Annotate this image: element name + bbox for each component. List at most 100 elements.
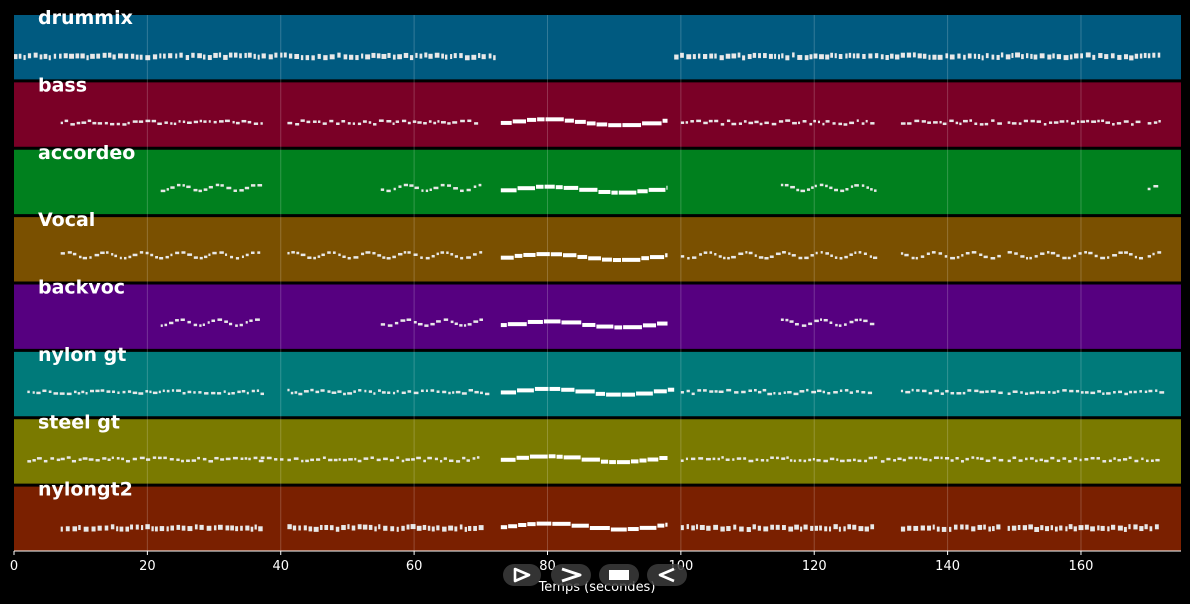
- note: [1030, 53, 1033, 59]
- note: [873, 256, 878, 260]
- note: [870, 524, 875, 530]
- note: [950, 391, 955, 395]
- note: [1107, 526, 1110, 532]
- note: [536, 521, 552, 526]
- note: [811, 390, 817, 394]
- note: [86, 55, 89, 61]
- note: [830, 254, 833, 257]
- note-segment: [287, 524, 484, 532]
- play-button[interactable]: [503, 564, 541, 586]
- note: [440, 183, 445, 187]
- note: [863, 252, 867, 256]
- note: [208, 185, 213, 189]
- forward-button[interactable]: [551, 564, 591, 586]
- note: [717, 457, 720, 461]
- note: [130, 53, 135, 59]
- note: [942, 122, 947, 126]
- note: [1090, 391, 1096, 395]
- note: [931, 251, 936, 254]
- note: [257, 184, 263, 187]
- note: [550, 252, 563, 257]
- note: [945, 53, 949, 59]
- note: [808, 458, 812, 462]
- note: [1078, 525, 1084, 531]
- note: [95, 459, 100, 462]
- note-segment: [160, 318, 260, 327]
- note: [864, 459, 868, 463]
- note: [208, 253, 211, 257]
- note: [907, 525, 912, 531]
- note-segment: [260, 456, 284, 461]
- note: [256, 389, 260, 392]
- back-button[interactable]: [647, 564, 687, 586]
- note: [65, 526, 70, 532]
- note: [421, 189, 424, 192]
- note: [428, 53, 433, 59]
- note: [166, 389, 170, 393]
- note: [960, 524, 964, 530]
- note-segment: [500, 454, 668, 465]
- note: [403, 183, 409, 187]
- note: [393, 187, 396, 191]
- note: [1090, 456, 1095, 460]
- note: [442, 390, 447, 394]
- note: [955, 457, 959, 460]
- note: [193, 391, 196, 394]
- note: [1036, 120, 1042, 123]
- note: [383, 525, 388, 531]
- note: [1011, 52, 1014, 58]
- track-lane: [14, 149, 1181, 215]
- note: [885, 55, 889, 61]
- note: [1157, 251, 1162, 254]
- stop-button[interactable]: [599, 564, 639, 586]
- note: [1152, 52, 1156, 58]
- note: [839, 257, 843, 260]
- note: [838, 324, 842, 327]
- note: [294, 391, 298, 394]
- note: [223, 390, 226, 393]
- note: [413, 320, 417, 324]
- note: [800, 526, 803, 532]
- note: [235, 257, 240, 260]
- note: [639, 458, 647, 463]
- note: [844, 389, 849, 392]
- note: [225, 457, 231, 461]
- note: [933, 456, 939, 460]
- note: [119, 256, 122, 260]
- note: [257, 251, 261, 254]
- note: [725, 53, 731, 59]
- note: [755, 458, 759, 461]
- note: [665, 253, 668, 258]
- note: [1097, 119, 1100, 123]
- note: [657, 321, 668, 326]
- note: [462, 456, 466, 460]
- note: [407, 251, 411, 254]
- note: [249, 319, 253, 322]
- note: [1107, 256, 1110, 259]
- note: [1158, 120, 1161, 123]
- note: [949, 54, 955, 60]
- note: [250, 184, 256, 187]
- note: [155, 256, 159, 259]
- note: [223, 54, 228, 60]
- note: [1094, 254, 1098, 258]
- forward-icon: [561, 567, 582, 583]
- note-segment: [287, 456, 480, 463]
- note: [119, 526, 124, 532]
- note: [764, 121, 769, 125]
- note: [914, 119, 920, 123]
- note: [102, 52, 107, 58]
- note: [905, 390, 911, 394]
- note: [1088, 251, 1093, 255]
- note: [686, 389, 690, 393]
- note: [957, 53, 961, 59]
- note: [434, 52, 440, 58]
- track-lane: [14, 351, 1181, 417]
- note: [680, 391, 684, 394]
- note: [1098, 53, 1103, 59]
- note: [814, 184, 817, 188]
- note: [680, 459, 684, 462]
- note: [122, 390, 126, 394]
- note: [442, 526, 447, 532]
- note: [1144, 524, 1148, 530]
